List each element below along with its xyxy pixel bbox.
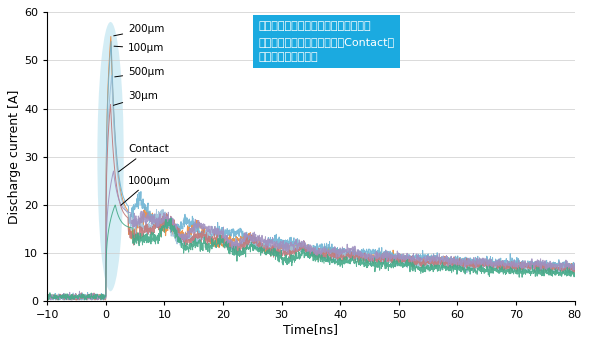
X-axis label: Time[ns]: Time[ns] bbox=[283, 323, 339, 336]
Text: 30μm: 30μm bbox=[113, 92, 158, 105]
Text: 100μm: 100μm bbox=[114, 43, 165, 53]
Ellipse shape bbox=[97, 22, 124, 291]
Text: 1000μm: 1000μm bbox=[121, 176, 171, 205]
Text: 200μm: 200μm bbox=[114, 24, 165, 36]
Text: 用微小间隙放电电极测试出来的电流波
形，放电电流的峰值和接触（Contact）
放电电极相比更大。: 用微小间隙放电电极测试出来的电流波 形，放电电流的峰值和接触（Contact） … bbox=[258, 21, 394, 62]
Text: 500μm: 500μm bbox=[115, 67, 165, 77]
Y-axis label: Discharge current [A]: Discharge current [A] bbox=[8, 89, 21, 224]
Text: Contact: Contact bbox=[119, 144, 169, 172]
